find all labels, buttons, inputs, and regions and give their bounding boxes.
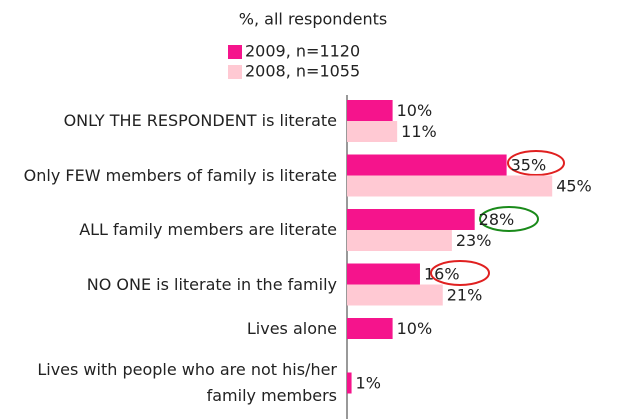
value-label: 10% [397, 319, 433, 338]
bar [347, 318, 393, 339]
bar [347, 121, 398, 142]
value-label: 11% [401, 122, 437, 141]
category-label: ALL family members are literate [79, 220, 337, 239]
bar [347, 284, 443, 306]
bar [347, 230, 452, 251]
highlight-ellipse [430, 260, 490, 286]
value-label: 35% [511, 156, 547, 175]
value-label: 10% [397, 101, 433, 120]
value-label: 28% [479, 210, 515, 229]
legend-label: 2008, n=1055 [245, 62, 360, 81]
legend-label: 2009, n=1120 [245, 42, 360, 61]
highlight-ellipse [507, 150, 565, 176]
bar [347, 100, 393, 121]
category-label: Lives with people who are not his/her fa… [37, 360, 337, 405]
bar [347, 372, 352, 394]
highlight-ellipse [479, 206, 539, 232]
category-label: ONLY THE RESPONDENT is literate [63, 111, 337, 130]
value-label: 21% [447, 286, 483, 305]
value-label: 23% [456, 231, 492, 250]
bar [347, 175, 553, 197]
value-label: 16% [424, 265, 460, 284]
category-label: Lives alone [246, 318, 337, 338]
category-label: Only FEW members of family is literate [23, 165, 337, 185]
legend-swatch [228, 45, 242, 59]
legend-swatch [228, 65, 242, 79]
bar [347, 209, 475, 230]
bar [347, 263, 420, 285]
value-label: 1% [356, 374, 381, 393]
chart-title: %, all respondents [239, 10, 387, 29]
category-label: NO ONE is literate in the family [86, 274, 337, 294]
bar [347, 154, 507, 176]
value-label: 45% [556, 177, 592, 196]
